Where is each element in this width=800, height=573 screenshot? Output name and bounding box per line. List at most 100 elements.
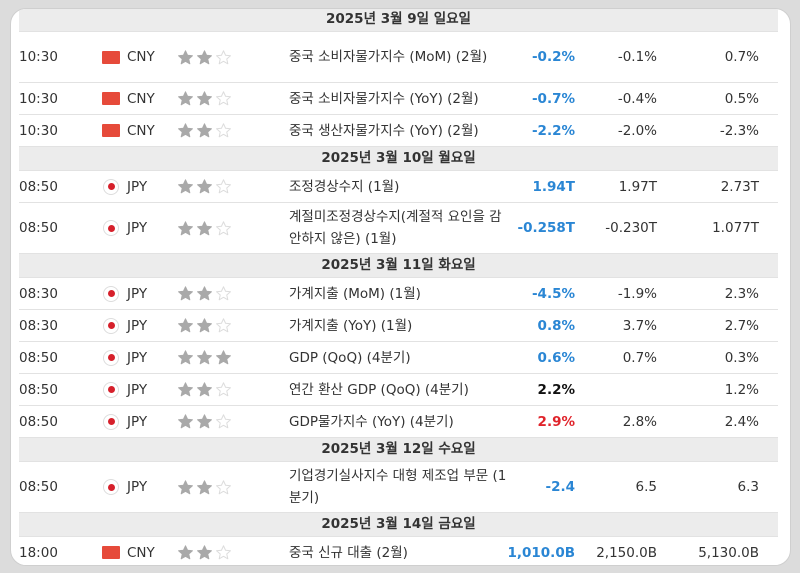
star-empty-icon xyxy=(215,544,234,561)
event-name-link[interactable]: 중국 소비자물가지수 (MoM) (2월) xyxy=(289,49,488,65)
currency-code: JPY xyxy=(127,285,148,302)
event-name-link[interactable]: 연간 환산 GDP (QoQ) (4분기) xyxy=(289,381,469,398)
event-name-link[interactable]: 중국 생산자물가지수 (YoY) (2월) xyxy=(289,122,479,139)
event-row[interactable]: 08:50 JPY 조정경상수지 (1월) 1.94T 1.97T 2.73T xyxy=(19,171,778,203)
china-flag-icon xyxy=(102,546,120,559)
star-empty-icon xyxy=(215,90,234,107)
currency-flag xyxy=(101,115,121,146)
actual-value: -2.2% xyxy=(531,122,575,139)
event-row[interactable]: 08:50 JPY 기업경기실사지수 대형 제조업 부문 (1분기) -2.4 6.5 6… xyxy=(19,462,778,513)
star-filled-icon xyxy=(177,49,196,66)
star-filled-icon xyxy=(196,122,215,139)
star-empty-icon xyxy=(215,122,234,139)
importance-rating xyxy=(177,32,247,82)
star-empty-icon xyxy=(215,178,234,195)
actual-value: 0.8% xyxy=(537,317,575,334)
currency-code: JPY xyxy=(127,220,148,236)
japan-flag-icon xyxy=(103,317,119,334)
event-row[interactable]: 08:50 JPY GDP물가지수 (YoY) (4분기) 2.9% 2.8% 2.4% xyxy=(19,406,778,438)
event-time: 08:50 xyxy=(19,413,58,430)
star-filled-icon xyxy=(177,90,196,107)
previous-value: 0.7% xyxy=(724,49,759,65)
star-filled-icon xyxy=(215,349,234,366)
japan-flag-icon xyxy=(103,479,119,495)
importance-rating xyxy=(177,342,247,373)
star-empty-icon xyxy=(215,479,234,496)
previous-value: 0.3% xyxy=(724,349,759,366)
importance-rating xyxy=(177,406,247,437)
star-filled-icon xyxy=(177,413,196,430)
currency-flag xyxy=(101,342,121,373)
importance-rating xyxy=(177,203,247,253)
previous-value: 1.077T xyxy=(712,220,759,236)
star-filled-icon xyxy=(196,479,215,496)
actual-value: -2.4 xyxy=(545,479,575,495)
currency-flag xyxy=(101,310,121,341)
previous-value: 5,130.0B xyxy=(698,544,759,561)
event-row[interactable]: 08:50 JPY 계절미조정경상수지(계절적 요인을 감안하지 않은) (1월) -… xyxy=(19,203,778,254)
importance-rating xyxy=(177,462,247,512)
star-empty-icon xyxy=(215,49,234,66)
japan-flag-icon xyxy=(103,413,119,430)
event-row[interactable]: 08:30 JPY 가계지출 (YoY) (1월) 0.8% 3.7% 2.7% xyxy=(19,310,778,342)
event-time: 08:50 xyxy=(19,178,58,195)
date-header: 2025년 3월 12일 수요일 xyxy=(19,438,778,462)
previous-value: 0.5% xyxy=(724,90,759,107)
star-filled-icon xyxy=(177,381,196,398)
event-time: 10:30 xyxy=(19,122,58,139)
currency-flag xyxy=(101,203,121,253)
actual-value: -0.7% xyxy=(531,90,575,107)
china-flag-icon xyxy=(102,124,120,137)
event-name-link[interactable]: 기업경기실사지수 대형 제조업 부문 (1분기) xyxy=(289,468,507,506)
currency-code: JPY xyxy=(127,317,148,334)
importance-rating xyxy=(177,310,247,341)
importance-rating xyxy=(177,374,247,405)
currency-code: CNY xyxy=(127,90,155,107)
star-filled-icon xyxy=(196,349,215,366)
event-row[interactable]: 10:30 CNY 중국 소비자물가지수 (MoM) (2월) -0.2% -0.1% 0… xyxy=(19,32,778,83)
event-row[interactable]: 08:50 JPY GDP (QoQ) (4분기) 0.6% 0.7% 0.3% xyxy=(19,342,778,374)
event-row[interactable]: 18:00 CNY 중국 신규 대출 (2월) 1,010.0B 2,150.0B 5,1… xyxy=(19,537,778,565)
event-name-link[interactable]: GDP물가지수 (YoY) (4분기) xyxy=(289,413,454,430)
event-row[interactable]: 10:30 CNY 중국 소비자물가지수 (YoY) (2월) -0.7% -0.4% 0… xyxy=(19,83,778,115)
event-row[interactable]: 08:50 JPY 연간 환산 GDP (QoQ) (4분기) 2.2% 1.2% xyxy=(19,374,778,406)
japan-flag-icon xyxy=(103,349,119,366)
star-filled-icon xyxy=(196,285,215,302)
forecast-value: 6.5 xyxy=(635,479,657,495)
star-filled-icon xyxy=(177,285,196,302)
currency-code: CNY xyxy=(127,49,155,65)
event-row[interactable]: 10:30 CNY 중국 생산자물가지수 (YoY) (2월) -2.2% -2.0% -… xyxy=(19,115,778,147)
star-filled-icon xyxy=(196,49,215,66)
forecast-value: 0.7% xyxy=(622,349,657,366)
currency-flag xyxy=(101,537,121,565)
event-name-link[interactable]: 중국 소비자물가지수 (YoY) (2월) xyxy=(289,90,479,107)
event-time: 10:30 xyxy=(19,90,58,107)
date-header: 2025년 3월 11일 화요일 xyxy=(19,254,778,278)
star-filled-icon xyxy=(196,413,215,430)
forecast-value: 2.8% xyxy=(622,413,657,430)
star-filled-icon xyxy=(177,220,196,237)
event-name-link[interactable]: 계절미조정경상수지(계절적 요인을 감안하지 않은) (1월) xyxy=(289,209,502,247)
actual-value: -0.258T xyxy=(517,220,575,236)
date-header: 2025년 3월 10일 월요일 xyxy=(19,147,778,171)
forecast-value: -0.1% xyxy=(617,49,657,65)
currency-flag xyxy=(101,462,121,512)
date-header-label: 2025년 3월 11일 화요일 xyxy=(321,257,476,273)
event-time: 10:30 xyxy=(19,49,58,65)
event-name-link[interactable]: 가계지출 (YoY) (1월) xyxy=(289,317,413,334)
star-filled-icon xyxy=(196,220,215,237)
event-name-link[interactable]: GDP (QoQ) (4분기) xyxy=(289,349,411,366)
currency-flag xyxy=(101,374,121,405)
forecast-value: 3.7% xyxy=(622,317,657,334)
japan-flag-icon xyxy=(103,178,119,195)
actual-value: -4.5% xyxy=(531,285,575,302)
event-name-link[interactable]: 조정경상수지 (1월) xyxy=(289,178,400,195)
star-empty-icon xyxy=(215,413,234,430)
event-time: 08:50 xyxy=(19,220,58,236)
event-row[interactable]: 08:30 JPY 가계지출 (MoM) (1월) -4.5% -1.9% 2.3% xyxy=(19,278,778,310)
currency-code: JPY xyxy=(127,479,148,495)
event-name-link[interactable]: 가계지출 (MoM) (1월) xyxy=(289,285,421,302)
star-empty-icon xyxy=(215,220,234,237)
star-filled-icon xyxy=(196,178,215,195)
event-name-link[interactable]: 중국 신규 대출 (2월) xyxy=(289,544,408,561)
